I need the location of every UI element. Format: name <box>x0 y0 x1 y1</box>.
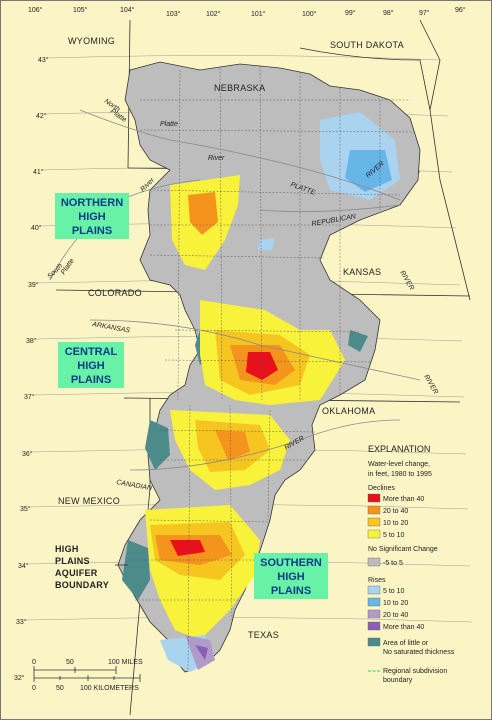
lon-101: 101° <box>251 10 266 18</box>
legend-swatch-decline-5-10 <box>367 529 381 539</box>
legend-boundary-1: Regional subdivision <box>383 668 447 675</box>
region-central: CENTRAL HIGH PLAINS <box>58 342 124 388</box>
legend-swatch-decline-40 <box>367 493 381 503</box>
legend-swatch-rise-5-10 <box>367 585 381 595</box>
lon-104: 104° <box>120 6 135 14</box>
state-labels: WYOMING SOUTH DAKOTA NEBRASKA KANSAS COL… <box>58 36 404 640</box>
scale-km-0: 0 <box>32 685 36 692</box>
lat-38: 38° <box>26 337 37 345</box>
legend-swatch-decline-10-20 <box>367 517 381 527</box>
label-colorado: COLORADO <box>88 288 142 298</box>
label-river-platte: River <box>208 155 225 162</box>
lon-99: 99° <box>345 9 356 17</box>
lon-106: 106° <box>28 6 43 14</box>
lon-102: 102° <box>206 10 221 18</box>
legend-rises-heading: Rises <box>368 577 386 584</box>
legend: EXPLANATION Water-level change, in feet,… <box>367 444 455 684</box>
legend-subtitle-2: in feet, 1980 to 1995 <box>368 471 432 478</box>
scale-km-100: 100 KILOMETERS <box>80 685 139 692</box>
lon-96: 96° <box>455 6 466 14</box>
boundary-line4: BOUNDARY <box>55 580 109 590</box>
scale-bar-miles <box>33 666 117 674</box>
lat-32: 32° <box>14 674 25 682</box>
boundary-line3: AQUIFER <box>55 568 98 578</box>
legend-rise-5-10: 5 to 10 <box>383 588 405 595</box>
lat-43: 43° <box>38 56 49 64</box>
lat-39: 39° <box>28 281 39 289</box>
region-southern-box <box>254 553 328 599</box>
legend-subtitle-1: Water-level change, <box>368 461 430 468</box>
region-central-line2: HIGH <box>77 360 105 372</box>
label-oklahoma: OKLAHOMA <box>322 406 375 416</box>
legend-swatch-decline-20-40 <box>367 505 381 515</box>
region-southern-line1: SOUTHERN <box>260 557 322 569</box>
legend-rise-20-40: 20 to 40 <box>383 612 408 619</box>
boundary-line1: HIGH <box>55 544 79 554</box>
legend-decline-5-10: 5 to 10 <box>383 532 405 539</box>
region-northern-line2: HIGH <box>78 211 106 223</box>
legend-swatch-rise-20-40 <box>367 609 381 619</box>
legend-title: EXPLANATION <box>368 444 430 454</box>
water-level-zones <box>145 112 400 672</box>
region-northern: NORTHERN HIGH PLAINS <box>55 193 129 239</box>
legend-boundary-2: boundary <box>383 677 413 684</box>
region-southern: SOUTHERN HIGH PLAINS <box>254 553 328 599</box>
lat-35: 35° <box>20 505 31 513</box>
scale-bar: 0 50 100 MILES 0 50 100 KILOMETERS <box>32 659 143 692</box>
legend-little-2: No saturated thickness <box>383 649 455 656</box>
latitude-labels: 43° 42° 41° 40° 39° 38° 37° 36° 35° 34° … <box>14 56 49 682</box>
legend-nochange-heading: No Significant Change <box>368 546 438 553</box>
scale-km-50: 50 <box>56 685 64 692</box>
region-central-line3: PLAINS <box>71 374 111 386</box>
lon-98: 98° <box>383 9 394 17</box>
legend-decline-10-20: 10 to 20 <box>383 520 408 527</box>
region-northern-line1: NORTHERN <box>61 197 123 209</box>
scale-miles-50: 50 <box>66 659 74 666</box>
aquifer-boundary-label: HIGH PLAINS AQUIFER BOUNDARY <box>55 544 128 590</box>
lon-103: 103° <box>166 10 181 18</box>
legend-swatch-little <box>367 637 381 647</box>
lat-36: 36° <box>22 450 33 458</box>
lat-34: 34° <box>18 562 29 570</box>
label-texas: TEXAS <box>248 630 279 640</box>
legend-nochange: -5 to 5 <box>383 560 403 567</box>
scale-bar-km <box>33 674 141 682</box>
label-new-mexico: NEW MEXICO <box>58 496 120 506</box>
longitude-labels: 106° 105° 104° 103° 102° 101° 100° 99° 9… <box>28 6 466 18</box>
scale-miles-0: 0 <box>32 659 36 666</box>
region-northern-line3: PLAINS <box>72 225 112 237</box>
legend-rise-40: More than 40 <box>383 624 424 631</box>
lon-105: 105° <box>73 6 88 14</box>
scale-miles-100: 100 MILES <box>108 659 143 666</box>
label-nebraska: NEBRASKA <box>214 83 265 93</box>
lat-37: 37° <box>24 393 35 401</box>
legend-rise-10-20: 10 to 20 <box>383 600 408 607</box>
legend-decline-40: More than 40 <box>383 496 424 503</box>
legend-swatch-rise-10-20 <box>367 597 381 607</box>
county-grid <box>130 65 416 671</box>
region-northern-box <box>55 193 129 239</box>
region-southern-line2: HIGH <box>277 571 305 583</box>
lat-42: 42° <box>36 112 47 120</box>
legend-swatch-rise-40 <box>367 621 381 631</box>
lon-97: 97° <box>419 9 430 17</box>
label-platte: Platte <box>160 121 178 128</box>
label-south-dakota: SOUTH DAKOTA <box>330 40 404 50</box>
region-central-box <box>58 342 124 388</box>
label-wyoming: WYOMING <box>68 36 115 46</box>
label-kansas: KANSAS <box>343 267 381 277</box>
region-southern-line3: PLAINS <box>271 585 311 597</box>
lat-33: 33° <box>16 618 27 626</box>
legend-little-1: Area of little or <box>383 640 429 647</box>
lat-40: 40° <box>31 224 42 232</box>
legend-swatch-nochange <box>367 557 381 567</box>
lon-100: 100° <box>302 10 317 18</box>
legend-decline-20-40: 20 to 40 <box>383 508 408 515</box>
lat-41: 41° <box>33 168 44 176</box>
region-central-line1: CENTRAL <box>65 346 118 358</box>
boundary-line2: PLAINS <box>55 556 90 566</box>
legend-declines-heading: Declines <box>368 485 395 492</box>
